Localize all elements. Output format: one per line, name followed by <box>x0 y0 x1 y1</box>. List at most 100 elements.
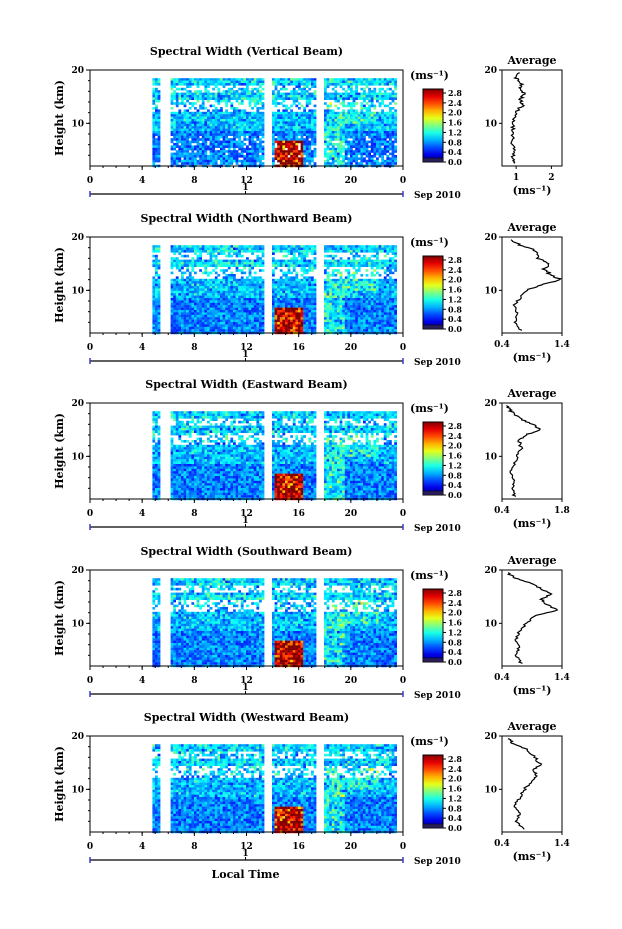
heatmap-cell <box>331 283 335 287</box>
heatmap-cell <box>155 138 158 141</box>
heatmap-cell <box>277 109 280 112</box>
heatmap-cell <box>188 247 192 251</box>
heatmap-cell <box>313 326 317 330</box>
heatmap-cell <box>292 87 296 91</box>
heatmap-cell <box>233 121 236 124</box>
heatmap-cell <box>170 293 174 296</box>
heatmap-cell <box>209 322 213 325</box>
heatmap-cell <box>373 159 377 163</box>
heatmap-cell <box>212 126 215 129</box>
heatmap-cell <box>196 245 200 248</box>
heatmap-cell <box>287 326 291 330</box>
heatmap-cell <box>277 317 280 320</box>
heatmap-cell <box>389 121 392 124</box>
heatmap-cell <box>170 329 174 332</box>
heatmap-cell <box>279 302 283 306</box>
heatmap-cell <box>196 92 200 96</box>
heatmap-cell <box>274 123 278 127</box>
heatmap-cell <box>287 123 291 127</box>
heatmap-cell <box>277 150 280 153</box>
heatmap-cell <box>246 300 249 303</box>
heatmap-cell <box>204 133 208 136</box>
heatmap-cell <box>370 95 374 98</box>
heatmap-cell <box>295 123 299 127</box>
heatmap-cell <box>155 92 158 96</box>
heatmap-cell <box>157 97 161 100</box>
heatmap-cell <box>230 92 234 96</box>
heatmap-cell <box>238 269 241 272</box>
heatmap-cell <box>313 95 317 98</box>
heatmap-cell <box>230 97 234 100</box>
heatmap-cell <box>334 312 338 315</box>
heatmap-cell <box>344 247 348 251</box>
heatmap-cell <box>181 102 184 105</box>
heatmap-cell <box>186 99 189 103</box>
heatmap-cell <box>282 155 286 158</box>
heatmap-cell <box>308 95 312 98</box>
heatmap-cell <box>256 133 260 136</box>
heatmap-cell <box>186 326 189 330</box>
heatmap-cell <box>261 135 265 139</box>
heatmap-cell <box>240 254 244 258</box>
heatmap-cell <box>201 286 205 289</box>
heatmap-cell <box>261 269 265 272</box>
heatmap-cell <box>214 329 218 332</box>
heatmap-cell <box>334 78 338 81</box>
heatmap-cell <box>181 266 184 270</box>
heatmap-cell <box>253 319 257 323</box>
heatmap-cell <box>217 140 221 144</box>
heatmap-cell <box>259 159 262 163</box>
heatmap-cell <box>256 329 260 332</box>
heatmap-cell <box>217 283 221 287</box>
heatmap-cell <box>357 157 361 160</box>
heatmap-cell <box>230 322 234 325</box>
heatmap-cell <box>381 119 384 122</box>
heatmap-cell <box>313 245 317 248</box>
heatmap-cell <box>233 80 236 84</box>
heatmap-cell <box>170 123 174 127</box>
heatmap-cell <box>303 262 306 265</box>
heatmap-cell <box>214 131 218 134</box>
heatmap-cell <box>152 95 156 98</box>
heatmap-cell <box>220 300 223 303</box>
heatmap-cell <box>186 150 189 153</box>
heatmap-cell <box>272 278 275 282</box>
heatmap-cell <box>225 305 228 308</box>
heatmap-cell <box>355 286 358 289</box>
heatmap-cell <box>238 143 241 146</box>
heatmap-cell <box>199 245 202 248</box>
heatmap-cell <box>227 87 231 91</box>
heatmap-cell <box>256 288 260 291</box>
heatmap-cell <box>152 162 156 165</box>
heatmap-cell <box>347 152 351 156</box>
heatmap-cell <box>363 83 366 86</box>
heatmap-cell <box>256 317 260 320</box>
heatmap-cell <box>261 111 265 115</box>
heatmap-cell <box>339 250 343 253</box>
heatmap-cell <box>207 135 210 139</box>
heatmap-cell <box>220 128 223 132</box>
heatmap-cell <box>170 290 174 294</box>
heatmap-cell <box>186 300 189 303</box>
heatmap-cell <box>175 95 179 98</box>
heatmap-cell <box>186 310 189 313</box>
heatmap-cell <box>324 126 327 129</box>
heatmap-cell <box>324 123 327 127</box>
heatmap-cell <box>212 298 215 301</box>
heatmap-cell <box>389 138 392 141</box>
heatmap-cell <box>259 319 262 323</box>
heatmap-cell <box>253 324 257 327</box>
heatmap-cell <box>298 85 301 88</box>
heatmap-cell <box>394 131 397 134</box>
heatmap-cell <box>251 121 254 124</box>
heatmap-cell <box>334 247 338 251</box>
heatmap-cell <box>175 250 179 253</box>
heatmap-cell <box>214 312 218 315</box>
heatmap-cell <box>342 97 345 100</box>
heatmap-cell <box>246 90 249 93</box>
heatmap-cell <box>352 314 356 318</box>
heatmap-cell <box>334 324 338 327</box>
heatmap-cell <box>256 131 260 134</box>
heatmap-cell <box>207 295 210 299</box>
heatmap-cell <box>347 293 351 296</box>
